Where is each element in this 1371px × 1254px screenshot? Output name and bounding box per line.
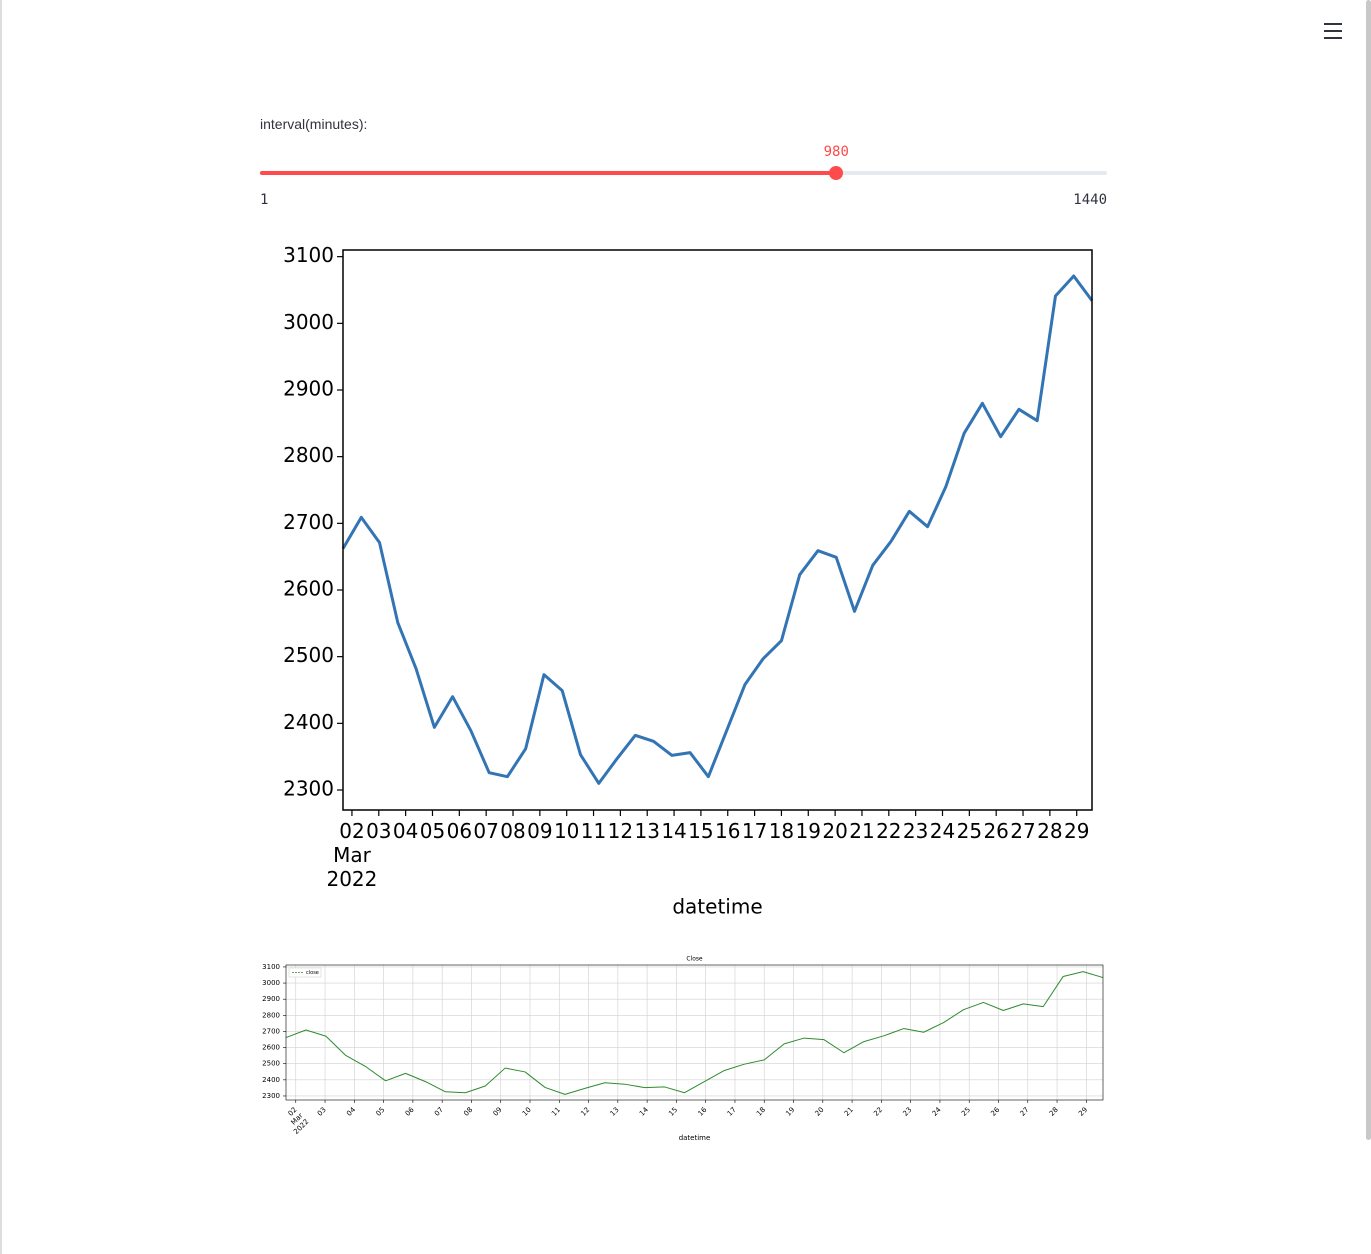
y-tick-label: 2700 (283, 510, 334, 534)
x-tick-label: 09 (527, 819, 552, 843)
x-tick-label: 16 (697, 1105, 709, 1117)
x-tick-label: 28 (1037, 819, 1062, 843)
x-tick-label: 29 (1064, 819, 1089, 843)
x-tick-label: 11 (581, 819, 606, 843)
y-tick-label: 2900 (262, 995, 280, 1003)
y-tick-label: 3000 (262, 979, 280, 987)
y-tick-label: 2600 (262, 1044, 280, 1052)
data-line (341, 274, 1094, 785)
y-tick-label: 2400 (262, 1076, 280, 1084)
x-tick-label: 14 (661, 819, 686, 843)
x-tick-label: 14 (638, 1105, 650, 1117)
slider-label: interval(minutes): (260, 116, 368, 132)
y-tick-label: 2500 (262, 1060, 280, 1068)
y-tick-label: 3000 (283, 310, 334, 334)
x-tick-label: 06 (404, 1105, 416, 1117)
x-tick-label: 21 (849, 819, 874, 843)
x-tick-label: 13 (634, 819, 659, 843)
x-tick-label: 03 (366, 819, 391, 843)
y-tick-label: 2300 (283, 777, 334, 801)
y-tick-label: 3100 (283, 243, 334, 267)
x-tick-label: 06 (447, 819, 472, 843)
x-tick-label: 10 (554, 819, 579, 843)
x-tick-label: 27 (1019, 1106, 1031, 1118)
menu-button[interactable] (1322, 20, 1344, 42)
x-tick-label: 08 (500, 819, 525, 843)
slider-track[interactable] (260, 166, 1107, 180)
x-tick-label: 10 (521, 1106, 533, 1118)
x-tick-label: 15 (667, 1106, 679, 1118)
x-tick-label: 22 (876, 819, 901, 843)
y-tick-label: 2700 (262, 1027, 280, 1035)
x-tick-label: 03 (316, 1106, 328, 1118)
x-tick-label: 12 (579, 1106, 591, 1118)
x-tick-label: 17 (726, 1106, 738, 1118)
chart-title: Close (686, 956, 703, 963)
y-tick-label: 3100 (262, 963, 280, 971)
x-tick-label: 09 (492, 1106, 504, 1118)
x-tick-label: 21 (843, 1106, 855, 1118)
y-tick-label: 2800 (262, 1011, 280, 1019)
x-tick-label: 29 (1077, 1106, 1089, 1118)
x-tick-label: 24 (930, 819, 955, 843)
legend-box (288, 967, 322, 978)
x-tick-label: 16 (715, 819, 740, 843)
x-tick-label: 23 (903, 819, 928, 843)
x-tick-label: 23 (902, 1106, 914, 1118)
x-tick-label: 22 (872, 1106, 884, 1118)
scrollbar[interactable] (1366, 0, 1371, 1140)
x-tick-label: 07 (473, 819, 498, 843)
y-tick-label: 2600 (283, 577, 334, 601)
x-tick-label: 05 (420, 819, 445, 843)
x-tick-label: 20 (822, 819, 847, 843)
x-tick-label: 13 (609, 1106, 621, 1118)
x-tick-label: 02Mar2022 (280, 1106, 310, 1136)
x-tick-label: 05 (374, 1106, 386, 1118)
x-tick-label: 28 (1048, 1106, 1060, 1118)
plot-frame (342, 249, 1093, 811)
slider-fill (260, 171, 837, 175)
x-tick-label: 25 (957, 819, 982, 843)
x-tick-label: 12 (608, 819, 633, 843)
x-tick-label: 19 (784, 1106, 796, 1118)
slider-thumb[interactable] (829, 166, 844, 180)
slider-max: 1440 (1073, 192, 1107, 208)
legend-label: close (306, 970, 319, 976)
y-tick-label: 2300 (262, 1092, 280, 1100)
x-tick-label: 25 (960, 1106, 972, 1118)
x-tick-label: 17 (742, 819, 767, 843)
x-tick-label: 18 (769, 819, 794, 843)
x-tick-label: 27 (1010, 819, 1035, 843)
data-line (285, 971, 1104, 1095)
x-tick-label: 18 (755, 1106, 767, 1118)
y-tick-label: 2500 (283, 643, 334, 667)
x-tick-label: 24 (931, 1105, 943, 1117)
y-tick-label: 2900 (283, 377, 334, 401)
x-tick-label: 11 (550, 1106, 562, 1118)
x-tick-label: 19 (796, 819, 821, 843)
plot-frame (285, 964, 1104, 1101)
x-tick-label: 20 (814, 1106, 826, 1118)
y-tick-label: 2400 (283, 710, 334, 734)
slider-min: 1 (260, 192, 269, 208)
edge (0, 0, 2, 1254)
x-tick-label: 26 (983, 819, 1008, 843)
x-tick-label: 15 (688, 819, 713, 843)
slider-value: 980 (823, 144, 849, 160)
x-tick-label: 04 (345, 1105, 357, 1117)
x-tick-label: 26 (989, 1105, 1001, 1117)
x-tick-label: 08 (462, 1106, 474, 1118)
y-tick-label: 2800 (283, 443, 334, 467)
x-tick-label: 07 (433, 1106, 445, 1118)
x-axis-label: datetime (679, 1134, 711, 1142)
x-tick-label: 04 (393, 819, 418, 843)
x-axis-label: datetime (672, 895, 762, 919)
